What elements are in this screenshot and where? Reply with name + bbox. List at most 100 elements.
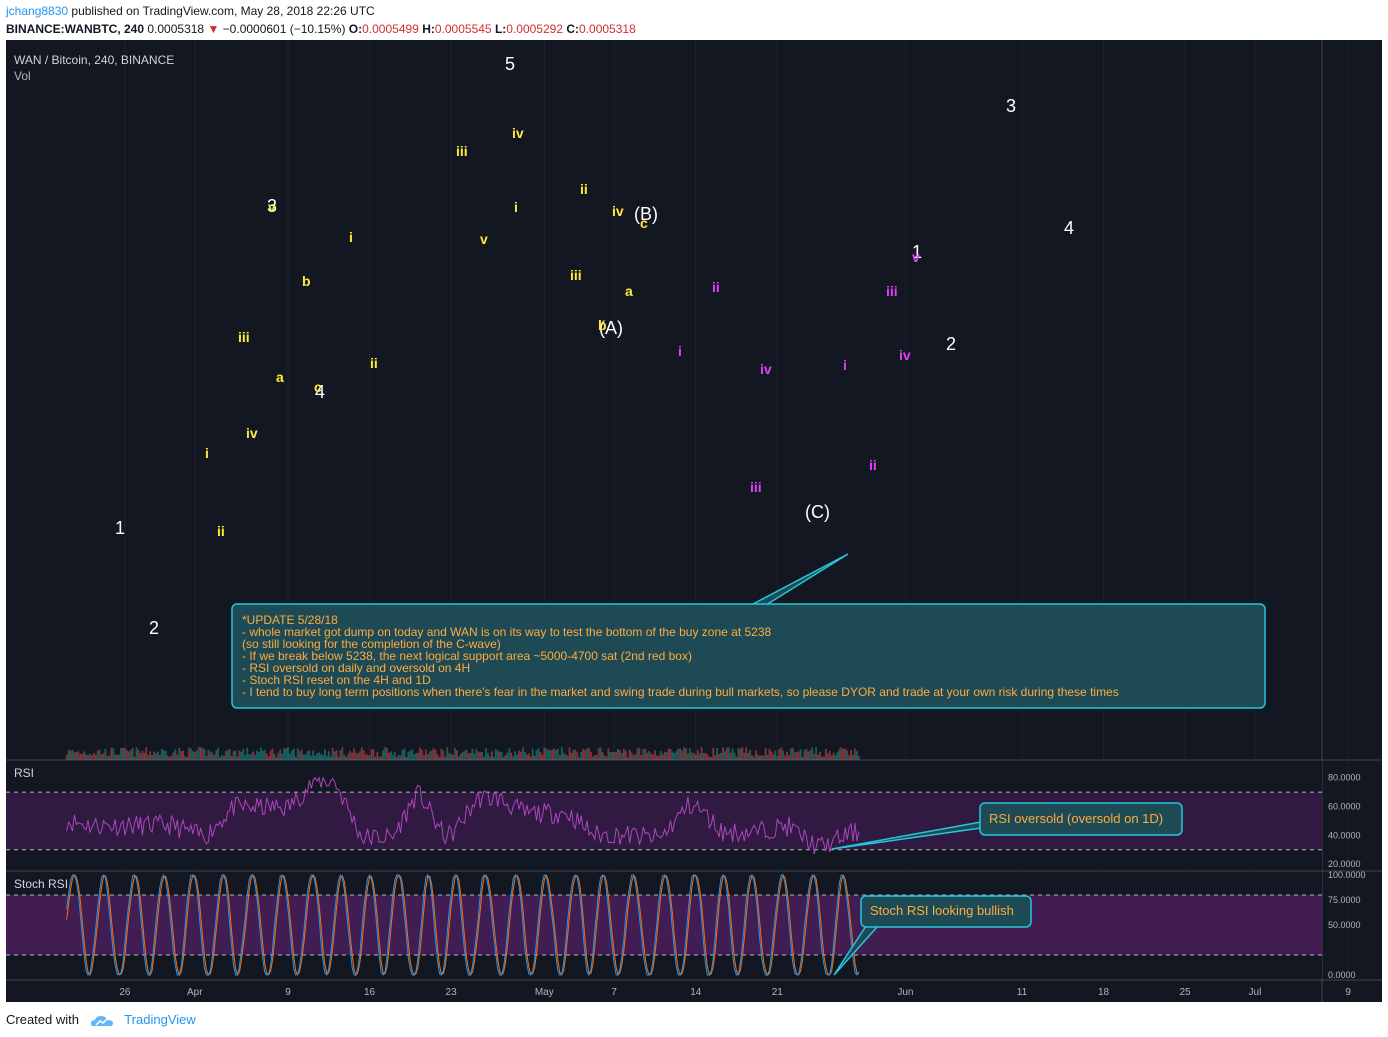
volume-bar [382, 750, 385, 760]
volume-bar [807, 751, 810, 760]
volume-bar [67, 749, 70, 760]
volume-bar [710, 756, 713, 760]
volume-bar [712, 747, 715, 760]
volume-bar [390, 751, 392, 760]
volume-bar [399, 755, 402, 760]
volume-bar [854, 748, 856, 760]
volume-bar [558, 755, 561, 760]
volume-bar [846, 750, 849, 760]
wave-label-white: (B) [634, 204, 658, 224]
volume-bar [580, 751, 583, 760]
volume-bar [782, 750, 785, 760]
footer: Created with TradingView [6, 1012, 196, 1027]
volume-bar [461, 751, 464, 760]
chart-canvas[interactable]: 26Apr91623May71421Jun111825Jul90.0011000… [6, 40, 1382, 1002]
volume-bar [469, 752, 472, 760]
volume-bar [510, 752, 513, 760]
x-tick-label: 18 [1098, 987, 1110, 998]
volume-bar [591, 756, 594, 760]
volume-bar [279, 749, 282, 760]
volume-bar [477, 751, 480, 760]
tradingview-link[interactable]: TradingView [124, 1012, 196, 1027]
wave-label-magenta: v [912, 249, 920, 265]
volume-bar [347, 753, 350, 760]
volume-bar [438, 756, 441, 760]
volume-bar [190, 748, 192, 760]
volume-bar [65, 754, 68, 760]
x-tick-label: 9 [285, 987, 291, 998]
wave-label-yellow: i [205, 445, 209, 461]
x-tick-label: 9 [1345, 987, 1351, 998]
volume-bar [788, 755, 790, 760]
volume-bar [283, 748, 286, 760]
wave-label-white: 2 [946, 334, 956, 354]
volume-bar [582, 748, 585, 760]
volume-bar [702, 753, 705, 760]
volume-bar [459, 753, 462, 760]
volume-bar [786, 751, 788, 760]
volume-bar [745, 747, 748, 760]
volume-bar [376, 751, 379, 760]
volume-bar [768, 748, 771, 760]
volume-bar [619, 750, 621, 760]
volume-bar [133, 756, 136, 760]
volume-bar [157, 751, 159, 760]
volume-bar [432, 747, 435, 760]
volume-bar [79, 753, 82, 760]
volume-bar [139, 752, 142, 760]
volume-bar [489, 756, 491, 760]
close-value: 0.0005318 [579, 22, 636, 36]
volume-bar [135, 747, 138, 760]
volume-bar [415, 752, 418, 760]
annotation-text: *UPDATE 5/28/18 [242, 613, 338, 627]
author-link[interactable]: jchang8830 [6, 4, 69, 18]
volume-bar [793, 752, 796, 760]
volume-bar [570, 752, 573, 760]
volume-bar [663, 751, 666, 760]
volume-bar [671, 751, 674, 760]
volume-bar [362, 750, 365, 760]
price-axis-background [1322, 40, 1382, 1002]
volume-bar [388, 752, 390, 760]
wave-label-white: (A) [599, 318, 623, 338]
wave-label-yellow: iii [570, 267, 582, 283]
volume-bar [341, 747, 344, 760]
stoch-callout-pointer [833, 925, 879, 976]
volume-bar [514, 751, 517, 760]
volume-bar [463, 750, 466, 760]
wave-label-magenta: iv [760, 361, 772, 377]
volume-bar [722, 747, 724, 760]
volume-bar [824, 748, 827, 760]
volume-bar [380, 756, 383, 760]
volume-bar [413, 754, 416, 760]
volume-bar [525, 754, 528, 760]
volume-bar [182, 750, 185, 760]
volume-bar [176, 754, 179, 760]
volume-bar [823, 756, 825, 760]
volume-bar [650, 753, 652, 760]
volume-bar [112, 747, 115, 760]
volume-bar [795, 752, 798, 760]
wave-label-white: (C) [805, 502, 830, 522]
wave-label-white: 3 [1006, 96, 1016, 116]
volume-bar [292, 748, 295, 760]
volume-bar [329, 756, 332, 760]
wave-label-yellow: iii [238, 329, 250, 345]
volume-bar [223, 755, 225, 760]
volume-bar [547, 749, 550, 760]
volume-bar [419, 747, 421, 760]
volume-bar [762, 755, 765, 760]
open-value: 0.0005499 [362, 22, 419, 36]
volume-bar [597, 748, 600, 760]
volume-bar [250, 754, 253, 760]
high-label: H: [422, 22, 435, 36]
volume-bar [617, 748, 619, 760]
volume-bar [642, 749, 645, 760]
volume-bar [545, 748, 548, 760]
volume-bar [811, 747, 814, 760]
volume-bar [659, 751, 662, 760]
volume-bar [857, 755, 860, 760]
volume-bar [657, 755, 660, 760]
volume-bar [296, 748, 299, 760]
volume-bar [694, 754, 697, 760]
